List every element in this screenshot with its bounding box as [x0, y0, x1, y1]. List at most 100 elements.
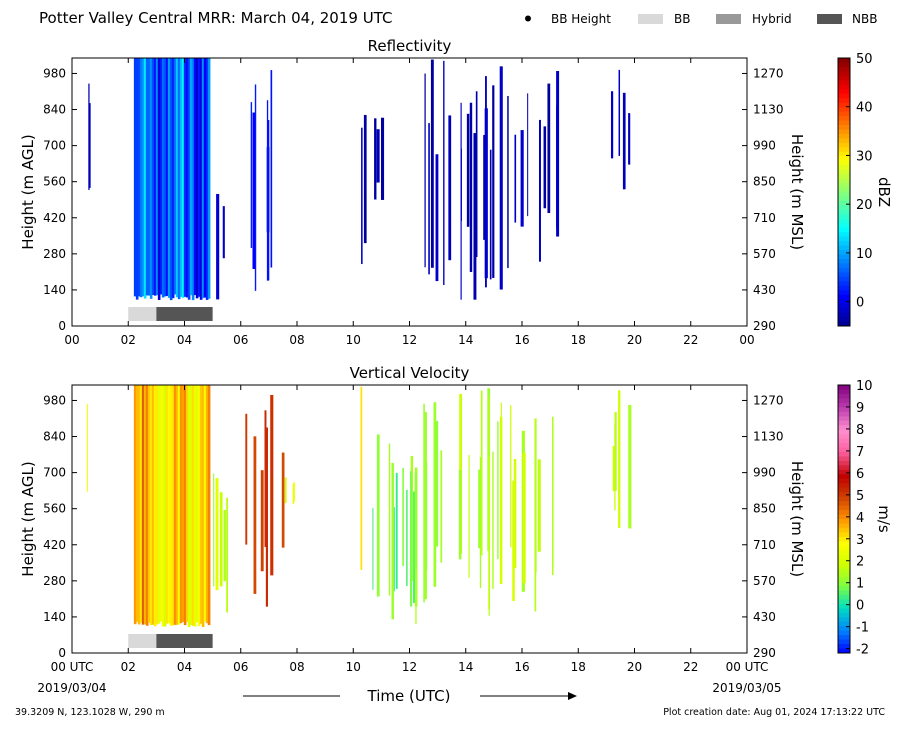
echo-column	[185, 58, 189, 298]
echo-column	[197, 385, 201, 627]
echo-column	[153, 58, 157, 296]
echo-streak	[499, 66, 503, 290]
echo-column	[163, 58, 167, 297]
echo-streak	[435, 421, 439, 547]
echo-streak	[428, 123, 430, 275]
y-tick-right-label: 290	[753, 646, 776, 660]
echo-column	[143, 385, 147, 625]
colorbar-step	[838, 254, 850, 260]
echo-segment	[86, 403, 88, 492]
colorbar-step	[838, 416, 850, 422]
echo-streak	[260, 470, 264, 572]
y-tick-right-label: 1130	[753, 430, 784, 444]
colorbar-step	[838, 200, 850, 206]
y-tick-right-label: 850	[753, 502, 776, 516]
echo-streak	[264, 410, 267, 547]
echo-column	[133, 385, 137, 625]
colorbar-step	[838, 169, 850, 175]
colorbar-step	[838, 223, 850, 229]
x-tick-label: 18	[571, 660, 586, 674]
colorbar-step	[838, 563, 850, 569]
colorbar-tick-label: 10	[856, 379, 873, 394]
colorbar-tick-label: 20	[856, 198, 873, 213]
creation-date-text: Plot creation date: Aug 01, 2024 17:13:2…	[663, 707, 885, 718]
colorbar-step	[838, 385, 850, 390]
echo-column	[143, 58, 147, 299]
colorbar-step	[838, 174, 850, 180]
echo-streak	[435, 154, 439, 282]
echo-streak	[293, 482, 295, 502]
colorbar-step	[838, 559, 850, 565]
colorbar-step	[838, 478, 850, 484]
colorbar-tick-label: -1	[856, 621, 869, 636]
colorbar-step	[838, 617, 850, 623]
y-tick-right-label: 290	[753, 319, 776, 333]
y-axis-left: 0 140 280 420 560 700 840 980	[43, 393, 77, 660]
echo-streak	[281, 452, 285, 548]
echo-segment	[424, 59, 478, 300]
colorbar-step	[838, 102, 850, 108]
echo-column	[165, 58, 169, 296]
x-axis-label: Time (UTC)	[367, 687, 451, 705]
y-tick-label: 560	[43, 175, 66, 189]
colorbar-tick-label: -2	[856, 643, 869, 658]
echo-streak	[222, 206, 225, 259]
echo-column	[205, 58, 209, 300]
x-tick-label: 22	[683, 660, 698, 674]
echo-column	[173, 385, 177, 625]
colorbar-step	[838, 590, 850, 596]
echo-streak	[361, 127, 363, 265]
y-tick-right-label: 1270	[753, 66, 784, 80]
x-tick-label: 12	[402, 333, 417, 347]
echo-column	[147, 385, 151, 623]
colorbar-step	[838, 420, 850, 426]
colorbar-step	[838, 218, 850, 224]
echo-segment	[245, 394, 285, 607]
legend-swatch	[817, 14, 842, 24]
echo-streak	[507, 96, 509, 269]
echo-streak	[500, 402, 502, 555]
colorbar-step	[838, 263, 850, 269]
x-axis: 00 02 04 06 08 10 12 14 16 18 20 22 00	[64, 58, 755, 347]
colorbar-step	[838, 308, 850, 314]
y-tick-right-label: 430	[753, 283, 776, 297]
x-tick-label: 12	[402, 660, 417, 674]
echo-streak	[406, 489, 408, 586]
colorbar-step	[838, 523, 850, 529]
echo-streak	[628, 113, 631, 165]
echo-column	[161, 58, 165, 298]
echo-streak	[488, 397, 490, 616]
colorbar-step	[838, 160, 850, 166]
colorbar-step	[838, 411, 850, 417]
colorbar-step	[838, 594, 850, 600]
colorbar-step	[838, 599, 850, 605]
echo-column	[201, 385, 205, 627]
echo-streak	[413, 491, 416, 603]
echo-streak	[376, 129, 380, 183]
y-tick-right-label: 990	[753, 139, 776, 153]
colorbar-tick-label: 5	[856, 489, 864, 504]
colorbar-step	[838, 84, 850, 90]
colorbar-step	[838, 474, 850, 480]
colorbar-step	[838, 66, 850, 72]
colorbar-step	[838, 205, 850, 211]
y-tick-right-label: 1270	[753, 393, 784, 407]
echo-column	[201, 58, 205, 299]
y-tick-right-label: 710	[753, 211, 776, 225]
echo-column	[187, 58, 191, 300]
echo-streak	[425, 461, 428, 570]
colorbar-step	[838, 536, 850, 542]
header-legend: BB Height BB Hybrid NBB	[525, 12, 877, 26]
echo-segment	[360, 386, 363, 570]
echo-column	[135, 58, 139, 300]
colorbar-step	[838, 434, 850, 440]
echo-streak	[395, 472, 398, 589]
colorbar-step	[838, 129, 850, 135]
echo-streak	[226, 497, 229, 613]
y-tick-label: 980	[43, 66, 66, 80]
colorbar-tick-label: 0	[856, 599, 864, 614]
y-tick-right-label: 570	[753, 247, 776, 261]
colorbar-step	[838, 541, 850, 547]
x-tick-label: 06	[233, 333, 248, 347]
